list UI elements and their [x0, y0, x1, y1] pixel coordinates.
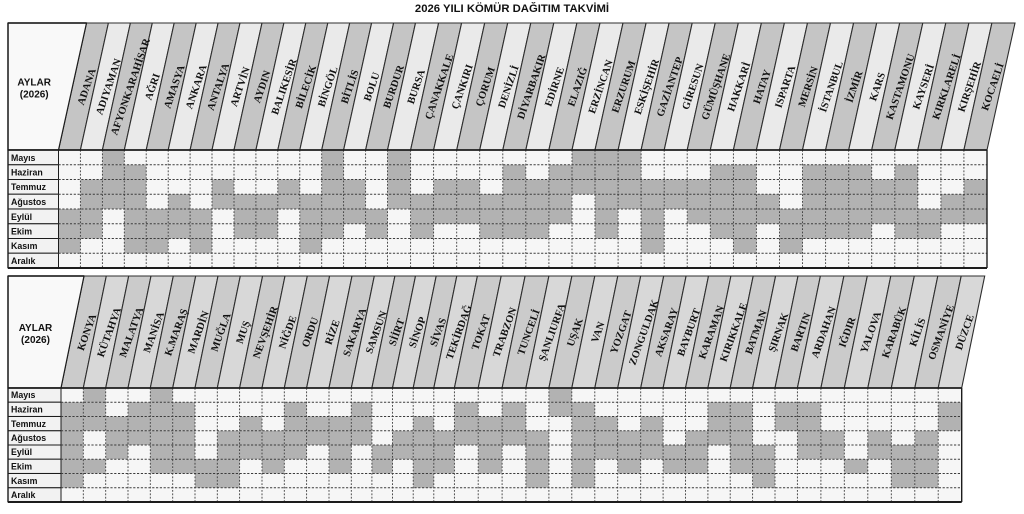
svg-text:AYLAR: AYLAR	[19, 323, 53, 334]
svg-text:Eylül: Eylül	[11, 212, 32, 222]
svg-text:Kasım: Kasım	[11, 241, 38, 251]
svg-text:Mayıs: Mayıs	[11, 153, 36, 163]
svg-text:Aralık: Aralık	[11, 256, 36, 266]
svg-text:Eylül: Eylül	[11, 447, 32, 457]
svg-text:Temmuz: Temmuz	[11, 419, 47, 429]
svg-text:Aralık: Aralık	[11, 490, 36, 500]
svg-text:2026 YILI KÖMÜR DAĞITIM TAKVİM: 2026 YILI KÖMÜR DAĞITIM TAKVİMİ	[415, 2, 609, 15]
svg-text:(2026): (2026)	[20, 90, 49, 101]
svg-text:(2026): (2026)	[21, 335, 50, 346]
svg-text:Ekim: Ekim	[11, 462, 32, 472]
svg-text:Haziran: Haziran	[11, 405, 43, 415]
svg-text:Ağustos: Ağustos	[11, 433, 46, 443]
svg-text:AYLAR: AYLAR	[17, 78, 51, 89]
svg-text:Ekim: Ekim	[11, 227, 32, 237]
svg-text:Mayıs: Mayıs	[11, 390, 36, 400]
svg-text:Ağustos: Ağustos	[11, 197, 46, 207]
svg-text:Temmuz: Temmuz	[11, 182, 47, 192]
svg-text:Haziran: Haziran	[11, 168, 43, 178]
svg-text:Kasım: Kasım	[11, 476, 38, 486]
